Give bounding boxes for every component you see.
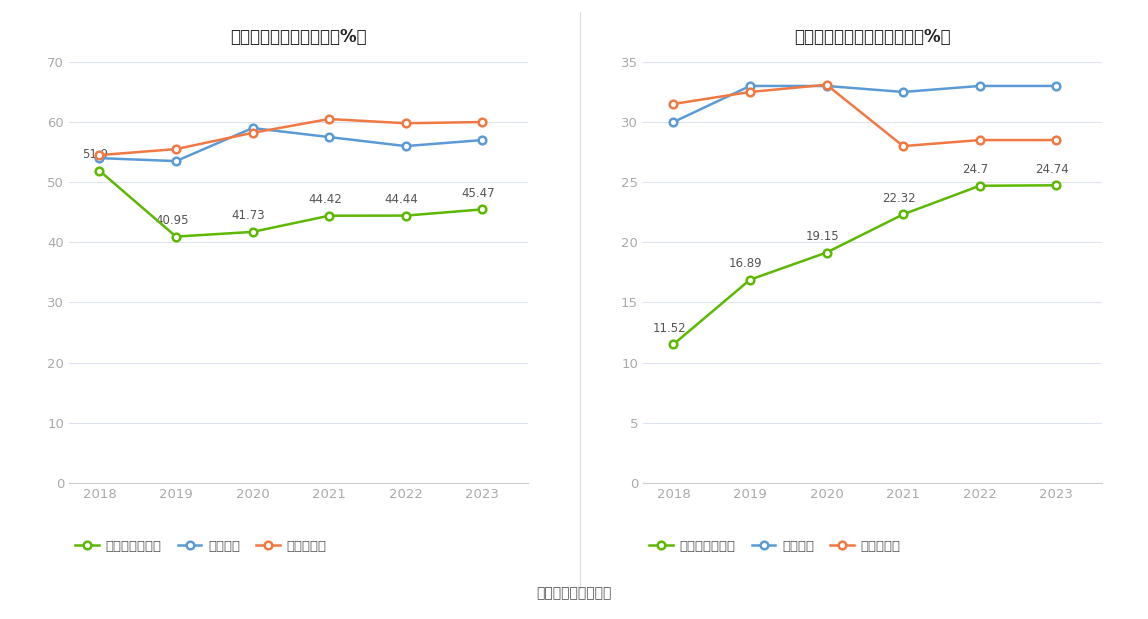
Text: 11.52: 11.52 bbox=[652, 321, 687, 334]
Text: 24.7: 24.7 bbox=[962, 163, 988, 176]
Text: 22.32: 22.32 bbox=[882, 192, 916, 205]
Text: 24.74: 24.74 bbox=[1035, 163, 1069, 176]
Text: 40.95: 40.95 bbox=[155, 214, 188, 227]
Legend: 公司资产负债率, 行业均値, 行业中位数: 公司资产负债率, 行业均値, 行业中位数 bbox=[76, 540, 326, 553]
Title: 近年来有息资产负债率情况（%）: 近年来有息资产负债率情况（%） bbox=[794, 28, 951, 46]
Text: 51.9: 51.9 bbox=[83, 148, 108, 161]
Text: 19.15: 19.15 bbox=[806, 230, 839, 243]
Legend: 有息资产负债率, 行业均値, 行业中位数: 有息资产负债率, 行业均値, 行业中位数 bbox=[650, 540, 900, 553]
Text: 44.42: 44.42 bbox=[308, 193, 342, 206]
Text: 数据来源：恒生聚源: 数据来源：恒生聚源 bbox=[536, 586, 612, 600]
Title: 近年来资产负债率情况（%）: 近年来资产负债率情况（%） bbox=[230, 28, 367, 46]
Text: 41.73: 41.73 bbox=[232, 209, 265, 222]
Text: 44.44: 44.44 bbox=[385, 193, 418, 206]
Text: 16.89: 16.89 bbox=[729, 257, 762, 270]
Text: 45.47: 45.47 bbox=[461, 187, 495, 200]
